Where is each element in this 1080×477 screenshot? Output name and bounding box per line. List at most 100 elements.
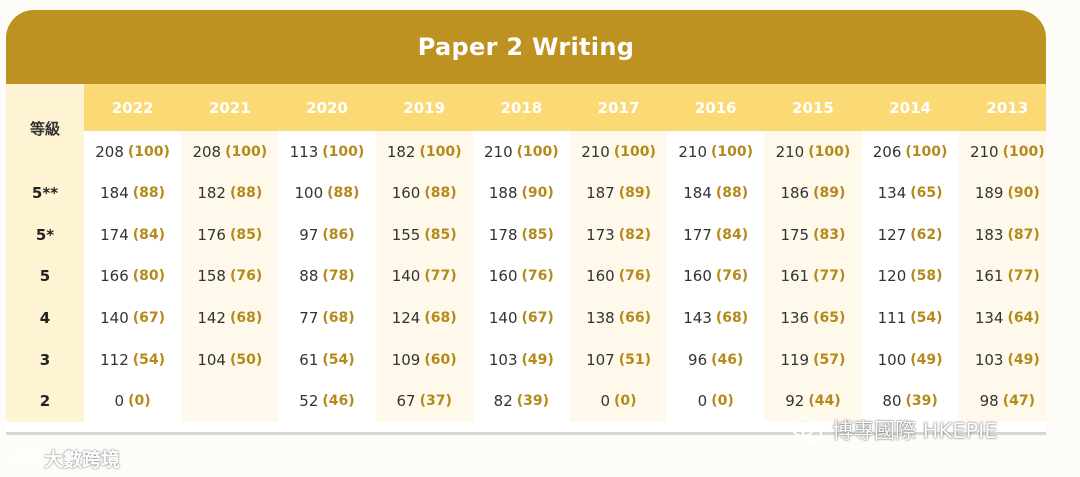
score-percentage: (54) — [322, 351, 355, 368]
watermark-right: 博專國際 HKEPIE — [790, 414, 998, 446]
score-percentage: (60) — [424, 351, 457, 368]
table-title: Paper 2 Writing — [6, 10, 1046, 84]
year-header-2013: 2013 — [958, 84, 1046, 131]
raw-score: 82 — [493, 392, 513, 411]
raw-score: 175 — [780, 225, 810, 244]
score-cell: 208 (100) — [181, 131, 279, 173]
score-cell: 182 (88) — [181, 172, 279, 215]
score-percentage: (100) — [419, 143, 462, 160]
score-cell: 160 (76) — [569, 255, 668, 298]
score-cell: 173 (82) — [569, 214, 668, 256]
score-cell: 210 (100) — [958, 131, 1046, 173]
raw-score: 96 — [688, 350, 708, 369]
score-cell: 140 (77) — [375, 255, 473, 298]
score-percentage: (39) — [516, 393, 550, 410]
score-cell: 176 (85) — [181, 214, 279, 256]
score-percentage: (54) — [132, 351, 166, 368]
score-percentage: (100) — [127, 143, 170, 160]
raw-score: 77 — [299, 309, 319, 328]
watermark-left: 大數跨境 — [10, 446, 120, 471]
raw-score: 208 — [192, 142, 222, 161]
score-percentage: (67) — [132, 310, 166, 327]
raw-score: 80 — [882, 392, 902, 411]
watermark-right-text: 博專國際 HKEPIE — [832, 419, 998, 443]
raw-score: 158 — [197, 267, 226, 286]
year-header-2016: 2016 — [667, 84, 765, 131]
score-cell: 120 (58) — [862, 256, 959, 298]
raw-score: 182 — [197, 184, 226, 203]
score-cell: 100 (49) — [862, 339, 959, 381]
raw-score: 98 — [979, 392, 999, 411]
score-cell: 103 (49) — [958, 338, 1046, 381]
score-cell: 82 (39) — [473, 380, 570, 422]
score-cell: 97 (86) — [278, 214, 375, 256]
grade-label: 5 — [6, 255, 84, 298]
score-cell: 178 (85) — [473, 214, 570, 256]
raw-score: 160 — [391, 184, 421, 203]
raw-score: 136 — [780, 309, 810, 328]
raw-score: 0 — [600, 392, 611, 411]
score-percentage: (100) — [516, 143, 559, 160]
divider — [6, 432, 1046, 435]
year-header-2015: 2015 — [764, 84, 862, 131]
score-cell: 184 (88) — [84, 173, 181, 215]
score-grid: 等級 2022 2021 2020 2019 2018 2017 2016 2015 2014 20… — [6, 84, 1046, 422]
score-cell: 96 (46) — [667, 339, 764, 381]
score-cell: 92 (44) — [764, 380, 862, 422]
raw-score: 109 — [391, 350, 421, 369]
raw-score: 184 — [100, 184, 129, 203]
raw-score: 112 — [100, 350, 129, 369]
score-cell: 187 (89) — [569, 172, 668, 215]
score-percentage: (77) — [1007, 268, 1040, 285]
score-cell: 174 (84) — [84, 214, 181, 256]
raw-score: 161 — [974, 267, 1004, 286]
raw-score: 134 — [974, 309, 1004, 328]
score-cell: 113 (100) — [278, 131, 375, 173]
score-percentage: (76) — [618, 268, 651, 285]
score-percentage: (44) — [808, 393, 841, 410]
score-percentage: (100) — [808, 143, 851, 160]
score-percentage: (39) — [905, 393, 938, 410]
score-percentage: (85) — [229, 226, 263, 243]
raw-score: 100 — [294, 184, 324, 203]
raw-score: 188 — [488, 184, 518, 203]
score-cell: 140 (67) — [84, 297, 181, 339]
raw-score: 142 — [197, 309, 226, 328]
raw-score: 208 — [95, 142, 124, 161]
score-percentage: (49) — [1007, 351, 1040, 368]
raw-score: 103 — [974, 350, 1004, 369]
score-percentage: (78) — [322, 268, 355, 285]
score-percentage: (85) — [521, 226, 554, 243]
grade-label: 5** — [6, 172, 84, 215]
score-cell: 210 (100) — [473, 131, 570, 173]
score-cell: 109 (60) — [375, 338, 473, 381]
score-percentage: (37) — [419, 393, 452, 410]
score-percentage: (67) — [521, 310, 554, 327]
score-percentage: (90) — [521, 185, 554, 202]
raw-score: 206 — [872, 142, 902, 161]
score-percentage: (46) — [711, 351, 744, 368]
raw-score: 183 — [974, 225, 1004, 244]
raw-score: 134 — [877, 184, 907, 203]
raw-score: 140 — [100, 309, 129, 328]
score-cell: 61 (54) — [278, 339, 375, 381]
raw-score: 189 — [974, 184, 1004, 203]
raw-score: 100 — [877, 350, 907, 369]
score-cell: 88 (78) — [278, 256, 375, 298]
raw-score: 210 — [969, 142, 999, 161]
score-cell: 112 (54) — [84, 339, 181, 381]
year-header-2018: 2018 — [472, 84, 570, 131]
grade-column-header: 等級 — [6, 84, 84, 173]
raw-score: 103 — [488, 350, 518, 369]
wechat-icon — [791, 417, 822, 442]
raw-score: 210 — [678, 142, 708, 161]
grade-label: 4 — [6, 297, 84, 339]
raw-score: 187 — [586, 184, 615, 203]
raw-score: 97 — [299, 225, 319, 244]
raw-score: 186 — [780, 184, 810, 203]
score-cell: 80 (39) — [862, 380, 959, 422]
score-percentage: (64) — [1007, 310, 1040, 327]
raw-score: 138 — [586, 309, 615, 328]
raw-score: 210 — [775, 142, 805, 161]
score-cell: 111 (54) — [862, 297, 959, 339]
